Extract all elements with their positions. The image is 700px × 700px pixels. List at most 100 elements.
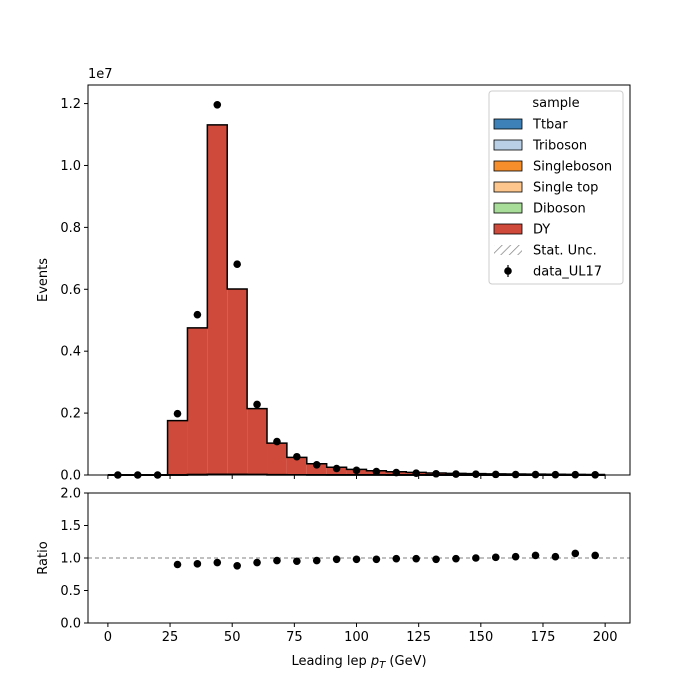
ratio-point-20	[571, 549, 580, 558]
ratio-point-21	[591, 551, 599, 560]
x-tick-label-4: 100	[344, 630, 369, 645]
legend-label-data: data_UL17	[533, 265, 602, 280]
bar-dy-7	[247, 408, 268, 475]
data-point-12	[352, 466, 361, 475]
ratio-point-16	[491, 553, 500, 562]
x-tick-label-8: 200	[593, 630, 618, 645]
stacked-histogram-fills	[167, 124, 606, 475]
ratio-point-15	[472, 554, 480, 562]
ratio-points	[173, 549, 599, 570]
ratio-point-8	[332, 555, 341, 564]
ratio-point-18	[531, 551, 540, 560]
legend-entries: Ttbar Triboson Singleboson Single top Diboso…	[493, 118, 612, 280]
bar-dy-5	[207, 124, 228, 475]
x-tick-label-1: 25	[162, 630, 179, 645]
ratio-point-0	[173, 560, 182, 569]
main-y-ticks: 0.0 0.2 0.4 0.6 0.8 1.0 1.2	[60, 97, 88, 484]
ratio-point-12	[412, 554, 420, 563]
ratio-point-13	[432, 555, 440, 564]
x-tick-label-6: 150	[468, 630, 493, 645]
x-axis-label-var: p	[370, 654, 379, 669]
ratio-point-17	[511, 552, 520, 561]
y-tick-label-2: 0.4	[60, 345, 81, 360]
data-point-6	[233, 260, 241, 269]
ratio-y-tick-label-1: 0.5	[60, 584, 81, 599]
legend-marker-data	[504, 267, 512, 275]
bar-dy-9	[286, 457, 307, 475]
ratio-point-10	[372, 555, 381, 564]
y-tick-label-5: 1.0	[60, 159, 81, 174]
ratio-point-1	[193, 560, 202, 568]
data-point-5	[213, 101, 222, 109]
bar-dy-8	[267, 443, 287, 475]
data-point-17	[452, 470, 460, 478]
data-points	[114, 101, 599, 479]
ratio-panel: 0.0 0.5 1.0 1.5 2.0 0 25 50 75 100 125 150 175 200 R…	[36, 487, 631, 671]
ratio-point-4	[253, 558, 261, 567]
y-offset-text: 1e7	[88, 67, 113, 82]
bar-dy-6	[227, 288, 248, 475]
y-tick-label-6: 1.2	[60, 97, 81, 112]
legend-label-4: Diboson	[533, 202, 586, 217]
ratio-y-tick-label-3: 1.5	[60, 519, 81, 534]
main-x-ticks	[107, 475, 606, 479]
bar-dy-10	[306, 463, 327, 475]
legend-swatch-1	[493, 139, 523, 151]
legend-swatch-2	[493, 160, 523, 172]
x-axis-label-sub: T	[379, 660, 386, 671]
ratio-point-2	[213, 558, 222, 567]
data-point-18	[472, 470, 480, 479]
x-tick-label-5: 125	[406, 630, 431, 645]
legend-label-2: Singleboson	[533, 160, 612, 175]
legend-frame	[488, 90, 624, 285]
ratio-y-ticks: 0.0 0.5 1.0 1.5 2.0	[60, 487, 88, 632]
main-y-label: Events	[36, 258, 51, 302]
x-axis-label: Leading lep pT (GeV)	[291, 654, 426, 671]
legend-label-5: DY	[533, 223, 550, 238]
legend-swatch-5	[493, 223, 523, 235]
data-point-8	[273, 437, 281, 446]
legend-swatch-stat-unc	[494, 245, 522, 255]
legend-label-stat-unc: Stat. Unc.	[533, 244, 597, 259]
x-tick-label-0: 0	[104, 630, 112, 645]
legend-swatch-4	[493, 202, 523, 214]
ratio-y-label: Ratio	[36, 541, 51, 574]
x-axis-label-main: Leading lep	[291, 654, 370, 669]
main-axes-frame	[87, 84, 631, 476]
data-point-16	[432, 469, 440, 478]
y-tick-label-4: 0.8	[60, 221, 81, 236]
ratio-y-tick-label-0: 0.0	[60, 617, 81, 632]
bar-dy-4	[187, 327, 208, 475]
data-point-13	[372, 467, 381, 476]
y-tick-label-0: 0.0	[60, 469, 81, 484]
legend: sample Ttbar Triboson Singleboson Single to…	[488, 90, 624, 285]
legend-title: sample	[532, 96, 579, 111]
legend-swatch-3	[493, 181, 523, 193]
data-point-4	[193, 310, 202, 319]
y-tick-label-1: 0.2	[60, 407, 81, 422]
legend-label-0: Ttbar	[532, 118, 568, 133]
x-axis-label-unit: (GeV)	[385, 654, 426, 669]
data-point-9	[293, 452, 301, 461]
data-point-10	[312, 460, 321, 469]
ratio-point-9	[352, 555, 361, 564]
data-point-7	[253, 400, 261, 409]
bar-dy-3	[167, 420, 188, 475]
ratio-point-3	[233, 562, 241, 570]
ratio-y-tick-label-4: 2.0	[60, 487, 81, 502]
x-tick-label-3: 75	[286, 630, 303, 645]
data-point-14	[392, 468, 401, 477]
legend-label-1: Triboson	[532, 139, 587, 154]
y-tick-label-3: 0.6	[60, 283, 81, 298]
ratio-point-7	[312, 556, 321, 565]
step-edge-dy	[107, 124, 606, 476]
ratio-point-6	[293, 557, 301, 566]
x-tick-label-7: 175	[531, 630, 556, 645]
ratio-point-5	[273, 556, 281, 565]
x-tick-label-2: 50	[224, 630, 241, 645]
main-panel: 0.0 0.2 0.4 0.6 0.8 1.0 1.2 1e7 Events sample …	[36, 67, 631, 484]
data-point-19	[491, 470, 500, 479]
legend-label-3: Single top	[533, 181, 598, 196]
ratio-y-tick-label-2: 1.0	[60, 552, 81, 567]
